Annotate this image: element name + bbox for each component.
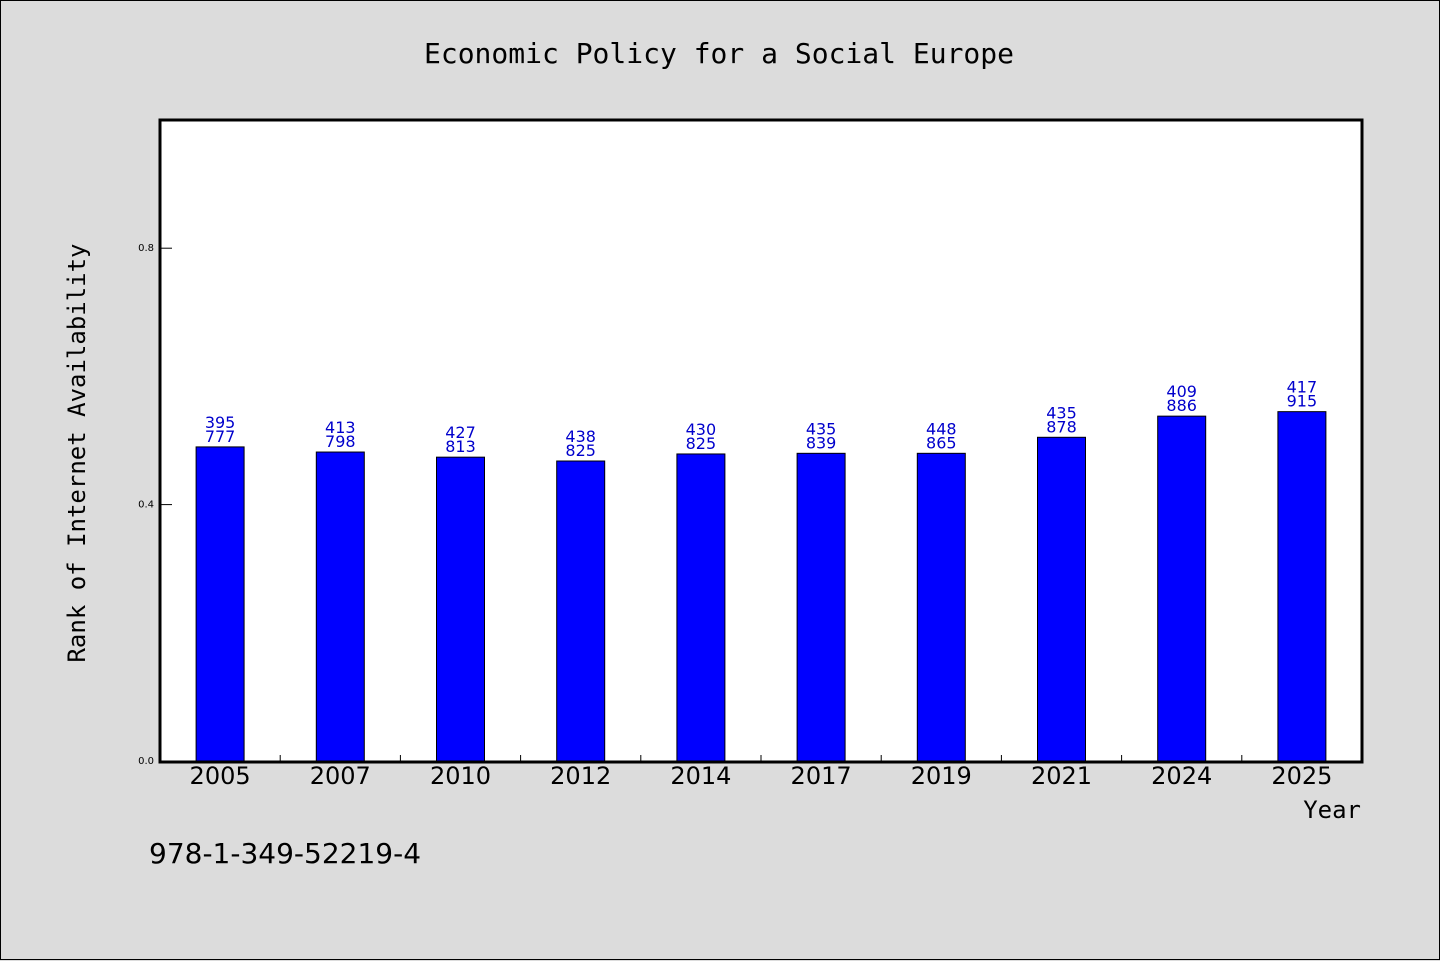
data-label-top-2024: 409 [1166, 382, 1197, 401]
data-label-top-2014: 430 [686, 420, 717, 439]
bar-2019 [916, 452, 966, 762]
data-label-bottom-2007: 798 [325, 432, 356, 451]
x-tick-label-2012: 2012 [550, 762, 611, 790]
isbn-text: 978-1-349-52219-4 [149, 837, 421, 870]
bar-2021 [1037, 436, 1086, 762]
y-axis-label: Rank of Internet Availability [63, 243, 91, 662]
bar-2017 [796, 452, 846, 762]
bars-group [195, 411, 1327, 762]
bar-2005 [195, 446, 245, 762]
bar-2007 [315, 451, 365, 762]
x-tick-label-2017: 2017 [791, 762, 852, 790]
data-label-bottom-2017: 839 [806, 433, 837, 452]
x-tick-label-2025: 2025 [1271, 762, 1332, 790]
bar-2024 [1157, 415, 1207, 762]
bar-2010 [436, 456, 485, 762]
data-label-bottom-2012: 825 [565, 441, 596, 460]
data-label-bottom-2019: 865 [926, 433, 957, 452]
data-label-bottom-2010: 813 [445, 437, 476, 456]
data-label-top-2005: 395 [205, 413, 236, 432]
data-label-bottom-2021: 878 [1046, 417, 1077, 436]
data-label-bottom-2024: 886 [1166, 396, 1197, 415]
data-label-top-2025: 417 [1287, 378, 1318, 397]
data-label-top-2017: 435 [806, 419, 837, 438]
x-tick-label-2010: 2010 [430, 762, 491, 790]
bar-2014 [676, 453, 726, 762]
data-label-top-2021: 435 [1046, 403, 1077, 422]
x-axis-label: Year [1303, 796, 1361, 824]
bar-2012 [556, 460, 606, 762]
chart-title: Economic Policy for a Social Europe [424, 37, 1014, 70]
bar-2025 [1277, 411, 1327, 762]
x-axis-ticks: 2005 2007 2010 2012 2014 2017 2019 2021 2024 2025 [190, 755, 1332, 790]
plot-border [158, 118, 1364, 764]
data-label-bottom-2014: 825 [686, 434, 717, 453]
data-label-bottom-2005: 777 [205, 427, 236, 446]
x-tick-label-2024: 2024 [1151, 762, 1212, 790]
data-label-top-2010: 427 [445, 423, 476, 442]
data-label-top-2007: 413 [325, 418, 356, 437]
data-label-top-2019: 448 [926, 419, 957, 438]
x-tick-label-2021: 2021 [1031, 762, 1092, 790]
data-label-top-2012: 438 [565, 427, 596, 446]
y-tick-label: 0.0 [138, 756, 154, 767]
x-tick-label-2007: 2007 [310, 762, 371, 790]
data-label-bottom-2025: 915 [1287, 392, 1318, 411]
x-tick-label-2005: 2005 [190, 762, 251, 790]
x-tick-label-2014: 2014 [670, 762, 731, 790]
x-tick-label-2019: 2019 [911, 762, 972, 790]
y-tick-label: 0.4 [138, 500, 154, 511]
y-tick-label: 0.8 [138, 243, 154, 254]
